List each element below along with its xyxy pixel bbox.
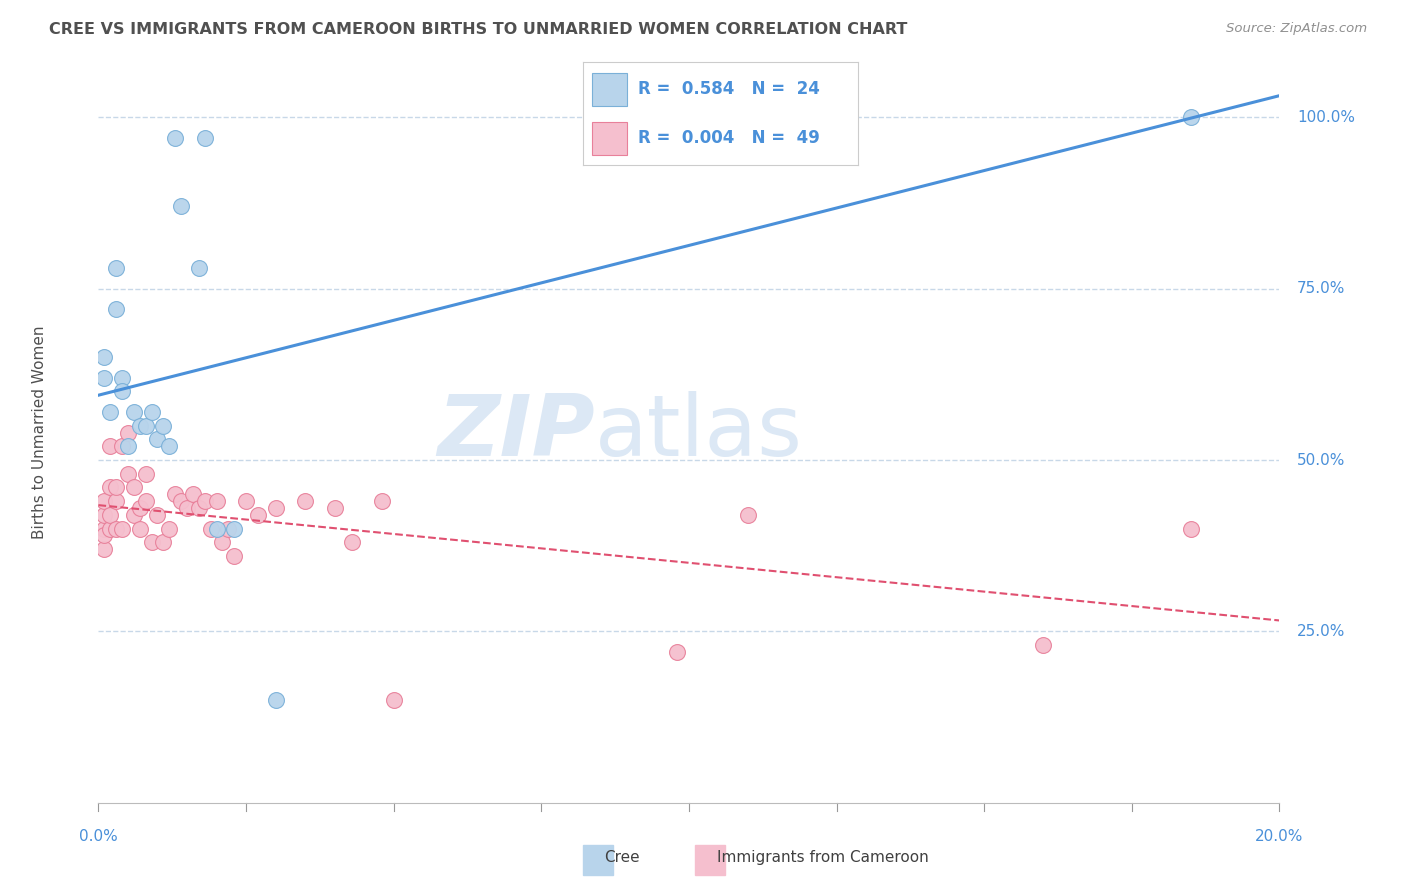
Point xyxy=(141,405,163,419)
Text: atlas: atlas xyxy=(595,391,803,475)
Point xyxy=(98,522,121,536)
Point xyxy=(93,508,115,522)
Point xyxy=(135,467,157,481)
Point xyxy=(205,522,228,536)
Text: Source: ZipAtlas.com: Source: ZipAtlas.com xyxy=(1226,22,1367,36)
Text: 100.0%: 100.0% xyxy=(1298,110,1355,125)
Point xyxy=(181,487,204,501)
Point xyxy=(111,371,134,385)
Point xyxy=(211,535,233,549)
Bar xyxy=(592,73,627,105)
Point xyxy=(146,508,169,522)
Text: 20.0%: 20.0% xyxy=(1256,829,1303,844)
Point xyxy=(152,418,174,433)
Point xyxy=(93,371,115,385)
Point xyxy=(187,501,209,516)
Point xyxy=(342,535,364,549)
Point xyxy=(111,522,134,536)
Point xyxy=(224,549,246,563)
Point xyxy=(264,693,287,707)
Bar xyxy=(592,122,627,155)
Point xyxy=(122,508,145,522)
Point xyxy=(1180,110,1202,124)
Text: 25.0%: 25.0% xyxy=(1298,624,1346,639)
Point xyxy=(371,494,394,508)
Point xyxy=(157,439,180,453)
Point xyxy=(194,131,217,145)
Text: R =  0.004   N =  49: R = 0.004 N = 49 xyxy=(638,129,820,147)
Text: Immigrants from Cameroon: Immigrants from Cameroon xyxy=(717,850,929,865)
Point xyxy=(205,494,228,508)
Point xyxy=(93,350,115,364)
Point xyxy=(93,528,115,542)
Point xyxy=(176,501,198,516)
Point xyxy=(135,418,157,433)
Point xyxy=(152,535,174,549)
Text: 0.0%: 0.0% xyxy=(79,829,118,844)
Text: CREE VS IMMIGRANTS FROM CAMEROON BIRTHS TO UNMARRIED WOMEN CORRELATION CHART: CREE VS IMMIGRANTS FROM CAMEROON BIRTHS … xyxy=(49,22,908,37)
Point xyxy=(105,480,128,494)
Point xyxy=(382,693,405,707)
Text: Births to Unmarried Women: Births to Unmarried Women xyxy=(32,326,46,540)
Text: R =  0.584   N =  24: R = 0.584 N = 24 xyxy=(638,80,820,98)
Point xyxy=(98,508,121,522)
Point xyxy=(146,433,169,447)
Point xyxy=(135,494,157,508)
Point xyxy=(264,501,287,516)
Point xyxy=(105,494,128,508)
Point xyxy=(93,522,115,536)
Point xyxy=(111,384,134,399)
Point xyxy=(122,480,145,494)
Point xyxy=(170,494,193,508)
Point xyxy=(1180,522,1202,536)
Point xyxy=(224,522,246,536)
Point xyxy=(105,302,128,317)
Point xyxy=(666,645,689,659)
Point xyxy=(194,494,217,508)
Point xyxy=(141,535,163,549)
Point xyxy=(98,480,121,494)
Point xyxy=(294,494,316,508)
Point xyxy=(105,522,128,536)
Point xyxy=(111,439,134,453)
Point xyxy=(128,501,150,516)
Point xyxy=(93,542,115,557)
Point xyxy=(1032,638,1054,652)
Point xyxy=(235,494,257,508)
Text: Cree: Cree xyxy=(605,850,640,865)
Point xyxy=(737,508,759,522)
Point xyxy=(217,522,239,536)
Point xyxy=(128,418,150,433)
Point xyxy=(825,131,848,145)
Point xyxy=(187,261,209,276)
Point xyxy=(98,405,121,419)
Text: 50.0%: 50.0% xyxy=(1298,452,1346,467)
Point xyxy=(122,405,145,419)
Point xyxy=(98,439,121,453)
Text: ZIP: ZIP xyxy=(437,391,595,475)
Point xyxy=(165,487,187,501)
Point xyxy=(117,467,139,481)
Point xyxy=(170,199,193,213)
Point xyxy=(117,425,139,440)
Point xyxy=(246,508,269,522)
Point xyxy=(93,494,115,508)
Point xyxy=(165,131,187,145)
Point xyxy=(200,522,222,536)
Text: 75.0%: 75.0% xyxy=(1298,281,1346,296)
Point xyxy=(128,522,150,536)
Point xyxy=(105,261,128,276)
Point xyxy=(117,439,139,453)
Point xyxy=(157,522,180,536)
Point xyxy=(323,501,346,516)
